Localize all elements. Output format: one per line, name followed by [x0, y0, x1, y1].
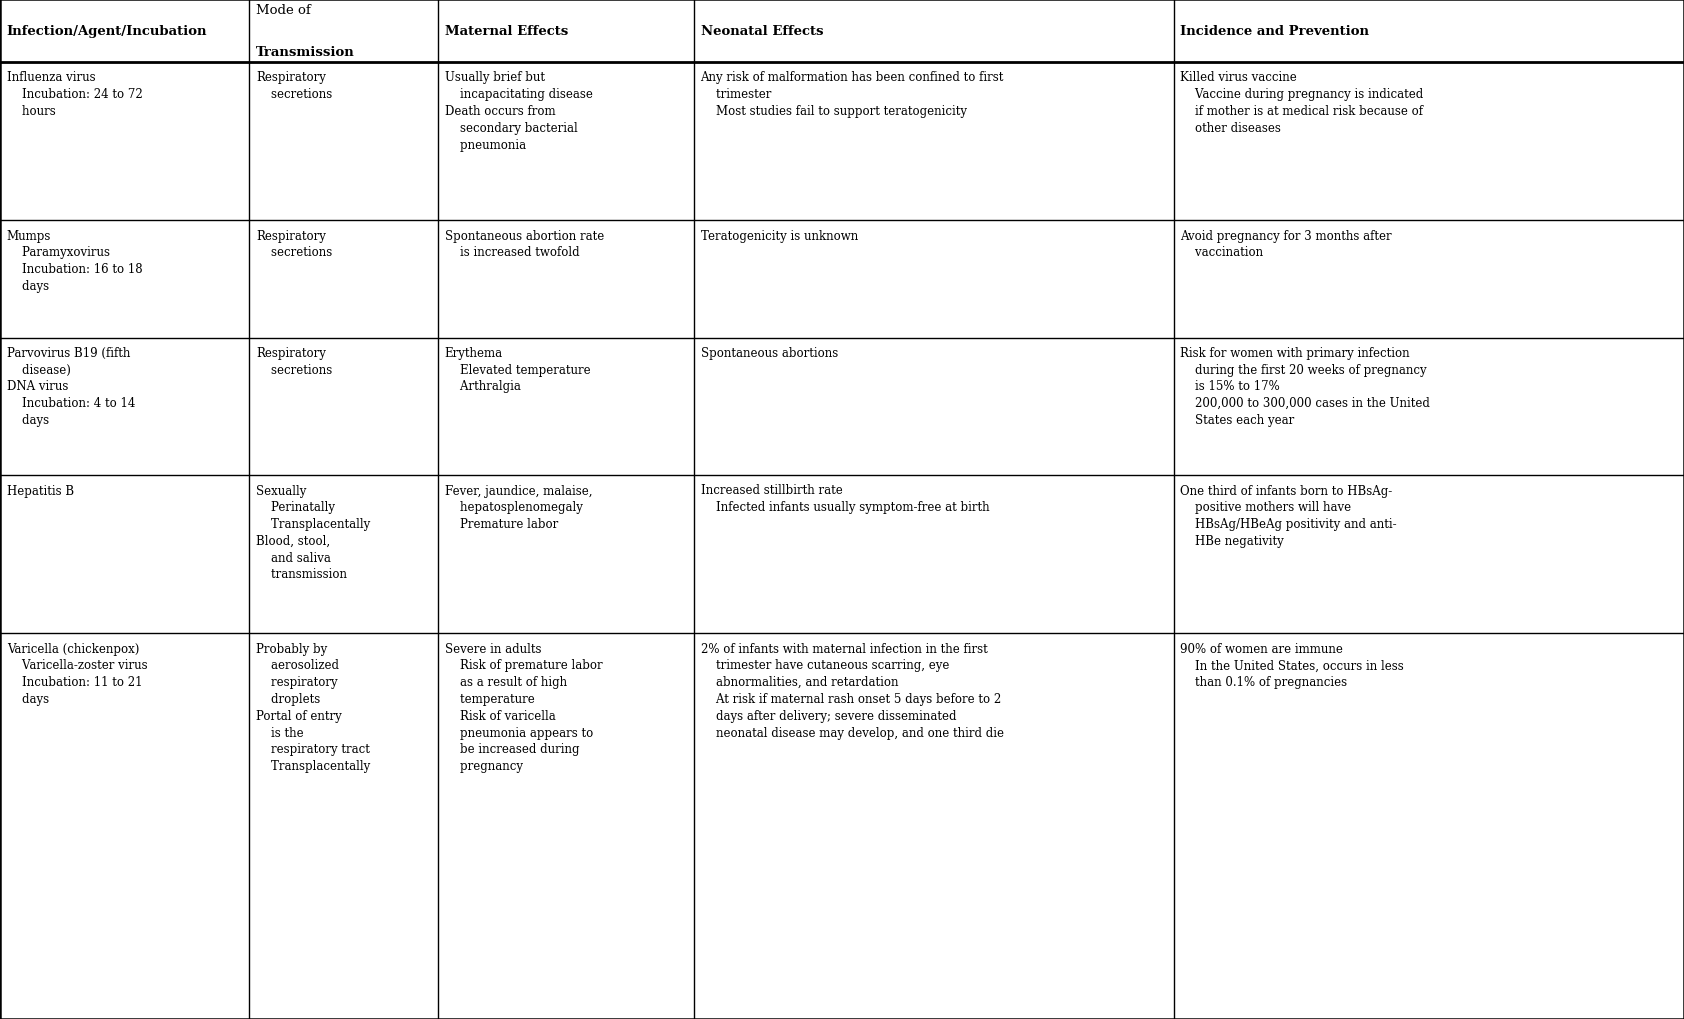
- Text: Spontaneous abortions: Spontaneous abortions: [701, 346, 839, 360]
- Text: Mode of: Mode of: [256, 4, 312, 17]
- Text: Maternal Effects: Maternal Effects: [445, 25, 568, 38]
- Text: Teratogenicity is unknown: Teratogenicity is unknown: [701, 229, 857, 243]
- Text: Killed virus vaccine
    Vaccine during pregnancy is indicated
    if mother is : Killed virus vaccine Vaccine during preg…: [1180, 71, 1423, 135]
- Text: Infection/Agent/Incubation: Infection/Agent/Incubation: [7, 25, 207, 38]
- Text: Incidence and Prevention: Incidence and Prevention: [1180, 25, 1369, 38]
- Text: 90% of women are immune
    In the United States, occurs in less
    than 0.1% o: 90% of women are immune In the United St…: [1180, 642, 1404, 689]
- Text: One third of infants born to HBsAg-
    positive mothers will have
    HBsAg/HBe: One third of infants born to HBsAg- posi…: [1180, 484, 1398, 547]
- Text: Increased stillbirth rate
    Infected infants usually symptom-free at birth: Increased stillbirth rate Infected infan…: [701, 484, 989, 514]
- Text: Fever, jaundice, malaise,
    hepatosplenomegaly
    Premature labor: Fever, jaundice, malaise, hepatosplenome…: [445, 484, 593, 531]
- Text: Neonatal Effects: Neonatal Effects: [701, 25, 823, 38]
- Text: Transmission: Transmission: [256, 46, 355, 59]
- Text: Parvovirus B19 (fifth
    disease)
DNA virus
    Incubation: 4 to 14
    days: Parvovirus B19 (fifth disease) DNA virus…: [7, 346, 135, 427]
- Text: Varicella (chickenpox)
    Varicella-zoster virus
    Incubation: 11 to 21
    d: Varicella (chickenpox) Varicella-zoster …: [7, 642, 148, 705]
- Text: Avoid pregnancy for 3 months after
    vaccination: Avoid pregnancy for 3 months after vacci…: [1180, 229, 1393, 259]
- Text: Probably by
    aerosolized
    respiratory
    droplets
Portal of entry
    is : Probably by aerosolized respiratory drop…: [256, 642, 370, 772]
- Text: Usually brief but
    incapacitating disease
Death occurs from
    secondary bac: Usually brief but incapacitating disease…: [445, 71, 593, 152]
- Text: Spontaneous abortion rate
    is increased twofold: Spontaneous abortion rate is increased t…: [445, 229, 605, 259]
- Text: Mumps
    Paramyxovirus
    Incubation: 16 to 18
    days: Mumps Paramyxovirus Incubation: 16 to 18…: [7, 229, 143, 292]
- Text: Severe in adults
    Risk of premature labor
    as a result of high
    tempera: Severe in adults Risk of premature labor…: [445, 642, 603, 772]
- Text: Risk for women with primary infection
    during the first 20 weeks of pregnancy: Risk for women with primary infection du…: [1180, 346, 1430, 427]
- Text: Respiratory
    secretions: Respiratory secretions: [256, 229, 332, 259]
- Text: Respiratory
    secretions: Respiratory secretions: [256, 346, 332, 376]
- Text: 2% of infants with maternal infection in the first
    trimester have cutaneous : 2% of infants with maternal infection in…: [701, 642, 1004, 739]
- Text: Influenza virus
    Incubation: 24 to 72
    hours: Influenza virus Incubation: 24 to 72 hou…: [7, 71, 143, 118]
- Text: Hepatitis B: Hepatitis B: [7, 484, 74, 497]
- Text: Sexually
    Perinatally
    Transplacentally
Blood, stool,
    and saliva
    t: Sexually Perinatally Transplacentally Bl…: [256, 484, 370, 581]
- Text: Any risk of malformation has been confined to first
    trimester
    Most studi: Any risk of malformation has been confin…: [701, 71, 1004, 118]
- Text: Respiratory
    secretions: Respiratory secretions: [256, 71, 332, 101]
- Text: Erythema
    Elevated temperature
    Arthralgia: Erythema Elevated temperature Arthralgia: [445, 346, 589, 393]
